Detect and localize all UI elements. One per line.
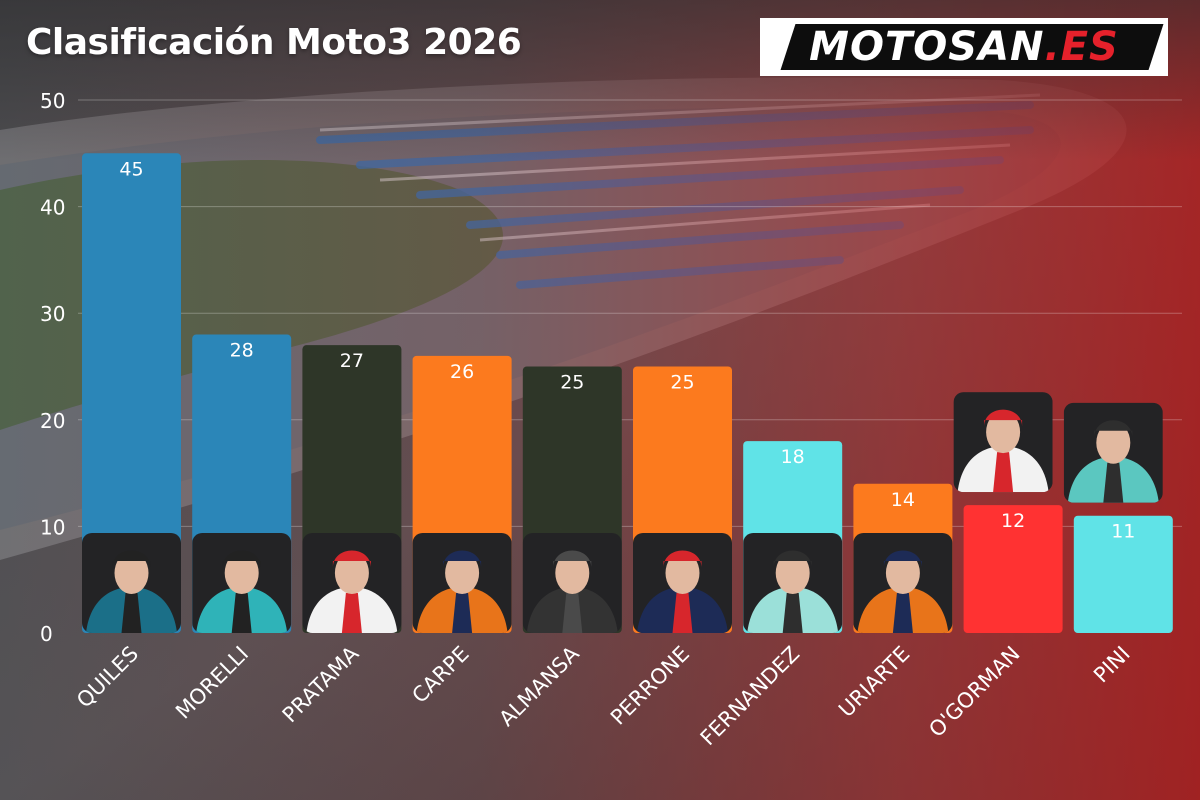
x-category-label: PRATAMA [278,641,364,727]
rider-cap [773,550,812,567]
rider-photo-content [192,533,292,633]
rider-suit-stripe [1103,462,1124,503]
bar-value-label: 25 [560,372,584,394]
y-tick-label: 0 [40,622,53,646]
bar-value-label: 26 [450,361,474,383]
rider-photo [522,533,622,633]
rider-photo [412,533,512,633]
rider-photo-content [412,533,512,633]
rider-cap [984,409,1023,427]
rider-photo-content [82,533,181,633]
rider-suit-stripe [892,593,913,633]
rider-photo-content [853,533,953,633]
bar [1073,515,1173,633]
bar-value-label: 11 [1111,521,1135,543]
bar [963,505,1063,633]
rider-suit-stripe [993,452,1014,493]
bar-value-label: 45 [119,158,143,180]
rider-cap [332,550,371,567]
rider-cap [553,550,592,567]
rider-cap [663,550,702,567]
rider-suit-stripe [672,593,693,633]
rider-cap [222,550,261,567]
bar-value-label: 28 [230,340,254,362]
rider-cap [112,550,151,567]
rider-suit-stripe [452,593,473,633]
y-tick-label: 50 [40,89,65,113]
rider-photo-content [633,533,732,633]
rider-face [1096,421,1131,464]
rider-photo [633,533,732,633]
x-category-label: PINI [1089,642,1135,688]
rider-photo [743,533,843,633]
rider-suit-stripe [341,593,362,633]
rider-face [445,552,480,594]
x-category-label: ALMANSA [494,641,584,731]
rider-face [555,552,590,594]
rider-cap [443,550,482,567]
logo-accent-text: .ES [1044,24,1119,70]
rider-face [885,552,920,594]
y-tick-label: 40 [40,196,65,220]
rider-photo-content [302,533,402,633]
rider-photo-content [522,533,622,633]
rider-cap [1094,420,1133,437]
rider-photo [953,392,1053,493]
x-category-label: URIARTE [834,642,914,722]
rider-suit-stripe [121,593,142,633]
rider-suit-stripe [782,593,803,633]
rider-photo-content [743,533,843,633]
x-category-label: O'GORMAN [924,642,1024,742]
rider-photo [82,533,181,633]
rider-photo [1063,402,1163,503]
bar-value-label: 27 [340,350,364,372]
logo-main-text: MOTOSAN [809,24,1045,70]
rider-face [775,552,810,594]
x-category-label: QUILES [72,642,143,713]
rider-photo-content [1063,402,1163,503]
rider-photo [302,533,402,633]
y-tick-label: 30 [40,302,65,326]
rider-photo-content [953,392,1053,493]
logo-wordmark: MOTOSAN.ES [760,18,1168,76]
x-category-label: MORELLI [171,642,253,724]
x-category-label: CARPE [407,642,473,708]
bar-value-label: 14 [891,489,915,511]
rider-cap [883,550,922,567]
rider-face [224,552,259,594]
rider-photo [853,533,953,633]
rider-face [986,411,1021,454]
bar [82,153,181,634]
x-category-label: FERNANDEZ [696,642,805,751]
rider-face [334,552,369,594]
motosan-logo: MOTOSAN.ES [760,18,1168,76]
bar-value-label: 12 [1001,510,1025,532]
rider-face [114,552,149,594]
rider-suit-stripe [562,593,583,633]
rider-face [665,552,700,594]
rider-suit-stripe [231,593,252,633]
bar-value-label: 18 [781,446,805,468]
x-category-label: PERRONE [606,642,694,730]
rider-photo [192,533,292,633]
y-tick-label: 10 [40,515,65,539]
bar-value-label: 25 [670,372,694,394]
bars-layer [82,153,1173,634]
y-tick-label: 20 [40,409,65,433]
chart-title: Clasificación Moto3 2026 [26,22,522,63]
